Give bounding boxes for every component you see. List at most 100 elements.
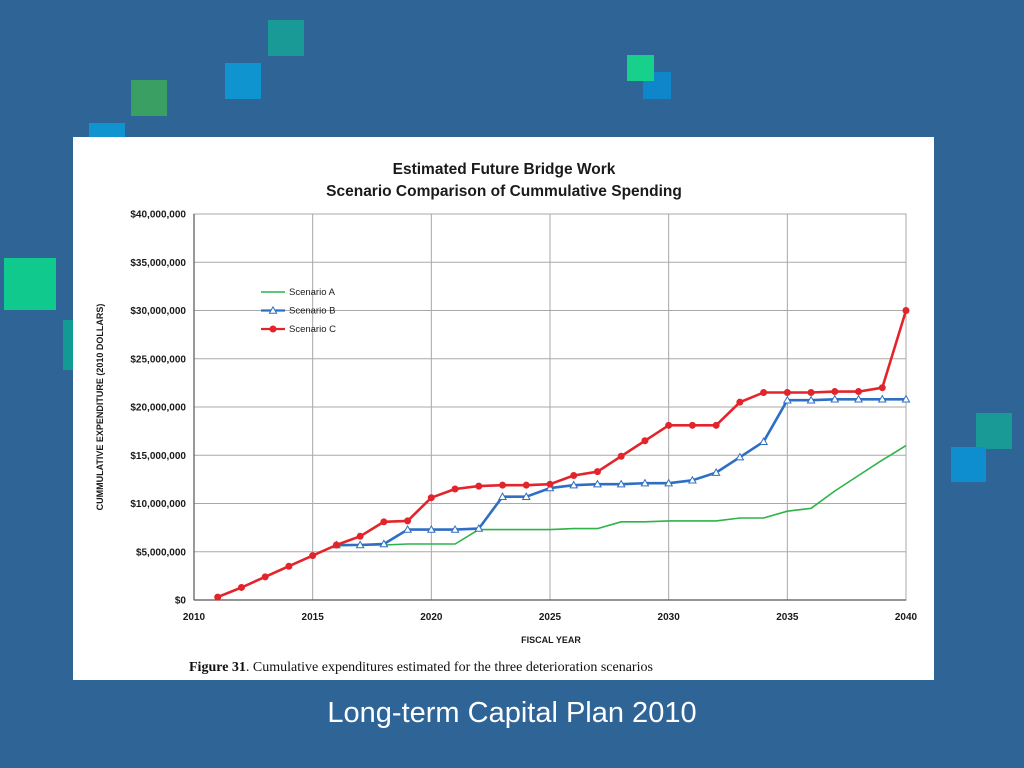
decor-square-5 — [4, 258, 56, 310]
series-layer — [214, 307, 911, 601]
y-tick-label: $0 — [175, 596, 187, 607]
data-point — [807, 389, 815, 397]
series-scenario-b — [331, 394, 911, 549]
decor-square-1 — [268, 20, 304, 56]
data-point — [426, 524, 436, 533]
data-point — [806, 395, 816, 404]
legend-label: Scenario B — [289, 306, 335, 317]
data-point — [475, 482, 483, 490]
data-point — [309, 552, 317, 560]
data-point — [498, 492, 507, 500]
x-tick-label: 2030 — [658, 612, 681, 623]
data-point — [593, 468, 601, 476]
data-point — [285, 562, 293, 570]
data-point — [570, 472, 578, 480]
x-tick-label: 2025 — [539, 612, 562, 623]
data-point — [760, 389, 768, 397]
data-point — [404, 517, 412, 525]
data-point — [380, 518, 388, 526]
data-point — [640, 478, 650, 487]
data-point — [593, 479, 602, 488]
chart-subtitle: Scenario Comparison of Cummulative Spend… — [326, 183, 682, 200]
data-point — [759, 437, 769, 445]
data-point — [261, 573, 269, 581]
line-chart: Estimated Future Bridge Work Scenario Co… — [95, 161, 918, 675]
data-point — [712, 421, 720, 429]
axis-layer: $0 $5,000,000 $10,000,000 $15,000,000 $20,00… — [130, 210, 917, 624]
y-tick-label: $5,000,000 — [136, 547, 186, 558]
legend-label: Scenario C — [289, 324, 336, 335]
data-point — [687, 475, 697, 484]
figure-caption: Figure 31. Cumulative expenditures estim… — [189, 660, 653, 675]
y-tick-label: $35,000,000 — [130, 258, 186, 269]
data-point — [736, 398, 744, 406]
x-tick-label: 2040 — [895, 612, 918, 623]
data-point — [332, 541, 340, 549]
legend-label: Scenario A — [289, 287, 336, 298]
data-point — [855, 388, 863, 396]
data-point — [831, 388, 839, 396]
data-point — [237, 583, 245, 591]
x-tick-label: 2010 — [183, 612, 206, 623]
decor-square-2 — [225, 63, 261, 99]
data-point — [688, 421, 696, 429]
data-point — [641, 437, 649, 445]
series-line — [336, 444, 907, 547]
data-point — [854, 394, 863, 403]
data-point — [783, 389, 791, 397]
data-point — [878, 384, 886, 392]
data-point — [427, 494, 435, 502]
decor-square-3 — [131, 80, 167, 116]
chart-panel: Estimated Future Bridge Work Scenario Co… — [73, 137, 934, 680]
data-point — [711, 468, 721, 476]
legend: Scenario A Scenario B Scenario C — [261, 287, 336, 335]
chart-title: Estimated Future Bridge Work — [393, 161, 616, 178]
data-point — [379, 539, 389, 548]
data-point — [782, 395, 792, 404]
legend-item: Scenario B — [261, 306, 335, 317]
data-point — [569, 480, 579, 489]
y-tick-label: $10,000,000 — [130, 499, 186, 510]
data-point — [735, 452, 745, 461]
x-tick-label: 2035 — [776, 612, 799, 623]
data-point — [665, 421, 673, 429]
series-scenario-c — [214, 307, 910, 601]
data-point — [403, 524, 413, 533]
decor-square-8 — [627, 55, 654, 81]
y-axis-label: CUMMULATIVE EXPENDITURE (2010 DOLLARS) — [95, 304, 105, 511]
series-scenario-a — [336, 444, 907, 547]
data-point — [522, 481, 530, 489]
data-point — [474, 523, 484, 532]
data-point — [664, 478, 674, 487]
decor-square-10 — [951, 447, 986, 482]
legend-item: Scenario C — [261, 324, 336, 335]
legend-marker — [268, 305, 278, 314]
data-point — [451, 485, 459, 493]
x-tick-label: 2015 — [302, 612, 325, 623]
data-point — [355, 540, 365, 549]
figure-caption-text: . Cumulative expenditures estimated for … — [246, 660, 653, 675]
data-point — [901, 394, 911, 403]
data-point — [214, 593, 222, 601]
decor-square-9 — [976, 413, 1012, 449]
series-line — [336, 397, 906, 547]
y-tick-label: $30,000,000 — [130, 306, 186, 317]
y-tick-label: $40,000,000 — [130, 210, 186, 221]
decor-square-6 — [63, 320, 75, 370]
data-point — [617, 452, 625, 460]
slide-caption: Long-term Capital Plan 2010 — [327, 697, 697, 729]
x-tick-label: 2020 — [420, 612, 443, 623]
y-tick-label: $15,000,000 — [130, 451, 186, 462]
data-point — [902, 307, 910, 314]
data-point — [499, 481, 507, 489]
data-point — [450, 524, 460, 533]
series-line — [217, 310, 908, 599]
data-point — [877, 394, 887, 403]
y-tick-label: $25,000,000 — [130, 354, 186, 365]
legend-marker — [269, 325, 277, 333]
x-axis-label: FISCAL YEAR — [521, 635, 581, 645]
figure-caption-prefix: Figure 31 — [189, 660, 246, 675]
data-point — [356, 532, 364, 540]
y-tick-label: $20,000,000 — [130, 403, 186, 414]
data-point — [521, 492, 531, 500]
